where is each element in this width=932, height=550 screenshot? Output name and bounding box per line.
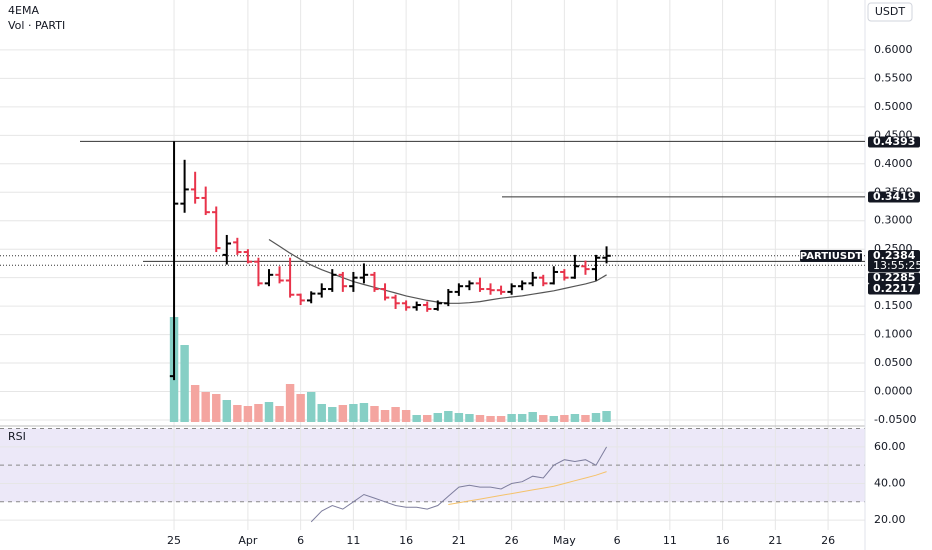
- x-tick-label: 11: [663, 534, 677, 547]
- x-tick-label: 16: [716, 534, 730, 547]
- x-tick-label: 26: [821, 534, 835, 547]
- currency-label[interactable]: USDT: [875, 5, 906, 18]
- volume-bar: [507, 414, 516, 422]
- volume-bar: [201, 392, 210, 422]
- volume-bar: [539, 415, 548, 422]
- x-tick-label: 6: [297, 534, 304, 547]
- volume-bar: [581, 415, 590, 422]
- x-tick-label: Apr: [238, 534, 258, 547]
- level-label-box: [868, 283, 920, 295]
- volume-bar: [454, 413, 464, 422]
- volume-bar: [317, 404, 326, 422]
- level-label: 0.2285: [873, 271, 915, 284]
- volume-label: Vol · PARTI: [8, 19, 65, 32]
- y-tick-label: 0.6000: [874, 43, 913, 56]
- indicator-label: 4EMA: [8, 4, 39, 17]
- rsi-line: [310, 446, 608, 523]
- symbol-label: PARTIUSDT: [800, 251, 863, 262]
- volume-bar: [496, 416, 506, 422]
- x-tick-label: 11: [346, 534, 360, 547]
- volume-bar: [285, 384, 295, 422]
- x-tick-label: 21: [452, 534, 466, 547]
- volume-bar: [560, 415, 569, 422]
- y-tick-label: 0.1500: [874, 299, 913, 312]
- volume-bar: [349, 404, 358, 422]
- volume-bar: [528, 412, 537, 422]
- currency-box[interactable]: [867, 2, 913, 22]
- symbol-box: [800, 250, 862, 262]
- volume-bar: [475, 415, 485, 422]
- x-tick-label: May: [553, 534, 576, 547]
- volume-bar: [549, 416, 559, 422]
- volume-bar: [338, 405, 348, 422]
- level-label-box: [868, 136, 920, 148]
- y-tick-label: 0.5000: [874, 100, 913, 113]
- rsi-line: [448, 471, 607, 505]
- y-tick-label: 0.0000: [874, 385, 913, 398]
- last-price-box: [868, 250, 920, 272]
- volume-bar: [401, 410, 411, 422]
- volume-bar: [296, 394, 305, 422]
- y-tick-label: 20.00: [874, 513, 906, 526]
- volume-bar: [570, 414, 580, 422]
- y-tick-label: 60.00: [874, 440, 906, 453]
- countdown-label: 13:55:25: [873, 259, 922, 272]
- volume-bar: [243, 406, 253, 422]
- volume-bar: [275, 406, 284, 422]
- y-tick-label: 0.1000: [874, 328, 913, 341]
- volume-bar: [591, 413, 601, 422]
- volume-bar: [190, 385, 200, 422]
- volume-bar: [486, 416, 495, 422]
- level-label: 0.2217: [873, 282, 915, 295]
- level-label-box: [868, 191, 920, 203]
- y-tick-label: 0.5500: [874, 71, 913, 84]
- volume-bar: [212, 394, 221, 422]
- y-tick-label: -0.0500: [874, 413, 916, 426]
- volume-bar: [233, 405, 242, 422]
- x-tick-label: 25: [167, 534, 181, 547]
- volume-bar: [602, 411, 611, 422]
- volume-bar: [412, 415, 421, 422]
- y-tick-label: 40.00: [874, 476, 906, 489]
- level-label-box: [868, 272, 920, 284]
- volume-bar: [423, 415, 432, 422]
- volume-bar: [306, 392, 316, 422]
- last-price-label: 0.2384: [873, 249, 916, 262]
- y-tick-label: 0.4000: [874, 157, 913, 170]
- rsi-label: RSI: [8, 430, 26, 443]
- volume-bar: [328, 407, 337, 422]
- x-tick-label: 26: [505, 534, 519, 547]
- volume-bar: [359, 403, 369, 422]
- level-label: 0.4393: [873, 135, 915, 148]
- volume-bar: [380, 410, 390, 422]
- level-label: 0.3419: [873, 190, 915, 203]
- volume-bar: [444, 411, 453, 422]
- volume-bar: [264, 402, 274, 422]
- volume-bar: [465, 414, 474, 422]
- volume-bar: [370, 406, 379, 422]
- volume-bar: [180, 345, 189, 422]
- x-tick-label: 21: [768, 534, 782, 547]
- volume-bar: [433, 413, 442, 422]
- y-tick-label: 0.0500: [874, 356, 913, 369]
- volume-bar: [254, 404, 263, 422]
- volume-bar: [222, 400, 232, 422]
- y-tick-label: 0.3000: [874, 214, 913, 227]
- x-tick-label: 6: [614, 534, 621, 547]
- volume-bar: [517, 414, 527, 422]
- volume-bar: [391, 407, 400, 422]
- x-tick-label: 16: [399, 534, 413, 547]
